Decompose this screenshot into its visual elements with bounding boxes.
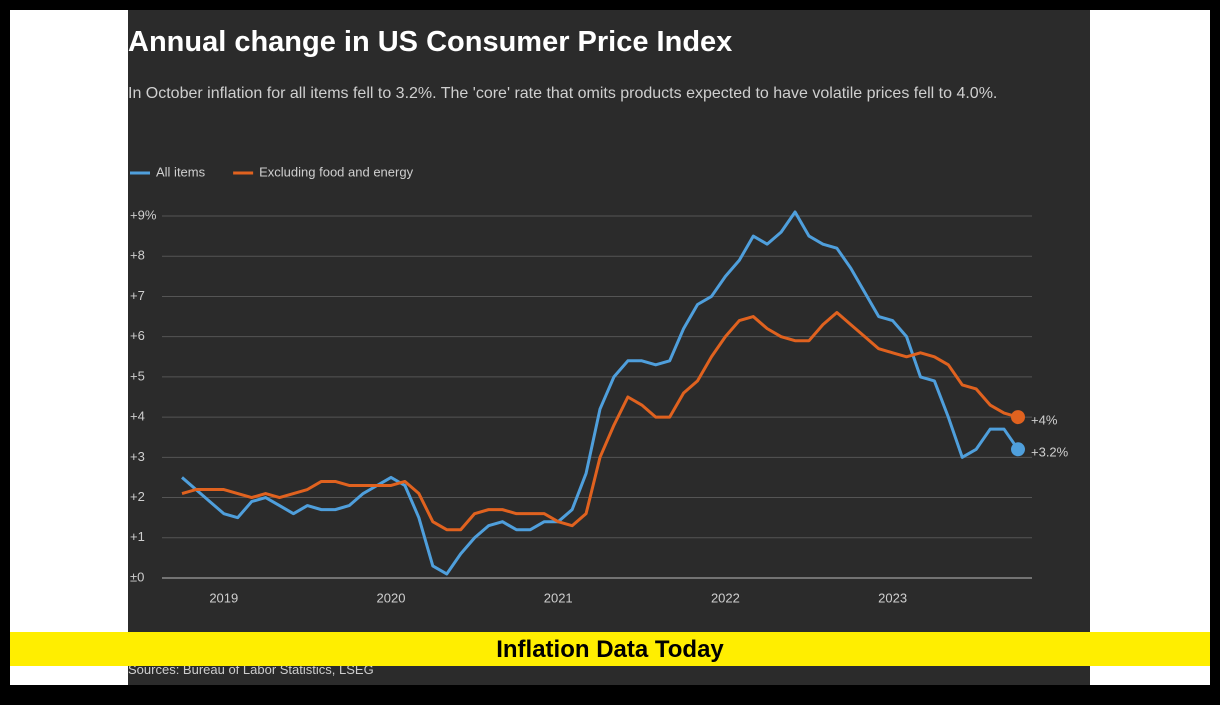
series-line [181, 210, 1020, 576]
y-tick-label: +3 [130, 449, 145, 464]
y-tick-label: ±0 [130, 569, 144, 584]
y-tick-label: +5 [130, 368, 145, 383]
y-tick-label: +7 [130, 288, 145, 303]
y-tick-label: +4 [130, 409, 145, 424]
y-tick-label: +9% [130, 207, 157, 222]
value-label: +3.2% [1031, 445, 1069, 460]
x-tick-label: 2022 [711, 590, 740, 605]
value-label: +4% [1031, 413, 1058, 428]
y-tick-label: +1 [130, 529, 145, 544]
side-panel [10, 10, 128, 685]
legend-label: All items [156, 164, 206, 179]
chart-title: Annual change in US Consumer Price Index [128, 26, 733, 58]
series-line [181, 311, 1019, 532]
x-tick-label: 2019 [209, 590, 238, 605]
chart-subtitle: In October inflation for all items fell … [128, 85, 998, 102]
side-panel [1090, 10, 1210, 685]
x-tick-label: 2020 [377, 590, 406, 605]
x-tick-label: 2023 [878, 590, 907, 605]
end-point [1011, 442, 1025, 457]
x-tick-label: 2021 [544, 590, 573, 605]
banner: Inflation Data Today [10, 632, 1210, 666]
y-tick-label: +2 [130, 489, 145, 504]
end-point [1011, 410, 1025, 425]
legend-label: Excluding food and energy [259, 164, 413, 179]
chart: ±0 +1 +2 +3 +4 +5 +6 +7 +8 +9% 2019 2020 2021 2022 202… [130, 164, 1069, 605]
chart-panel: Annual change in US Consumer Price Index… [128, 10, 1090, 685]
y-tick-label: +6 [130, 328, 145, 343]
y-tick-label: +8 [130, 248, 145, 263]
